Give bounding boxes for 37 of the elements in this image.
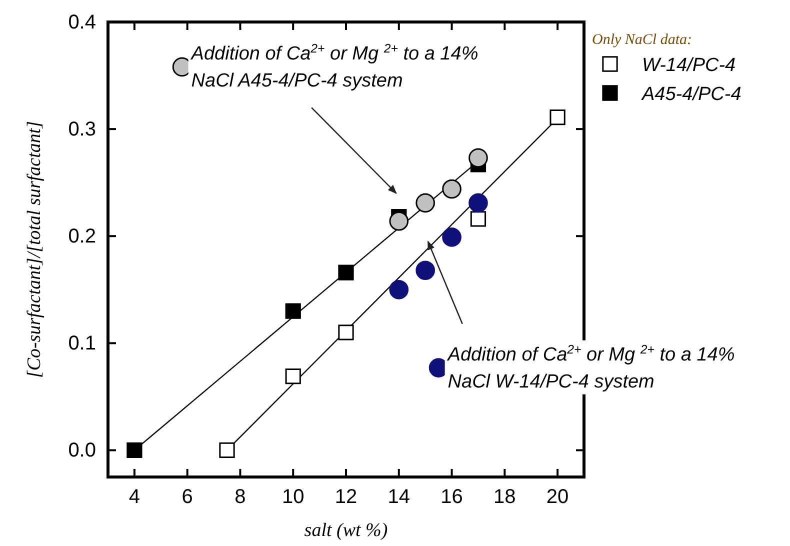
y-axis-title: [Co-surfactant]/[total surfactant]: [24, 120, 45, 378]
x-axis-title: salt (wt %): [304, 520, 388, 541]
point: [389, 280, 409, 300]
point: [389, 211, 409, 231]
point: [416, 260, 436, 280]
y-tick-label: 0.3: [68, 118, 96, 140]
y-tick-label: 0.1: [68, 332, 96, 355]
point: [468, 193, 488, 213]
legend-label: Addition of Ca$^{2+}$ or Mg $^{2+}$ to a 14% NaCl A45-4/PC-4 system: [190, 41, 478, 92]
point: [416, 193, 436, 213]
point: [470, 211, 486, 227]
x-tick-label: 20: [546, 486, 569, 508]
point: [550, 109, 566, 126]
legend-label: Addition of Ca$^{2+}$ or Mg $^{2+}$ to a 14% NaCl W-14/PC-4 system: [446, 342, 735, 392]
point: [285, 368, 301, 384]
x-tick-label: 12: [334, 486, 358, 508]
point: [338, 264, 354, 280]
x-tick-label: 18: [494, 486, 516, 508]
x-tick-label: 10: [282, 486, 304, 508]
x-tick-label: 6: [182, 486, 193, 508]
x-tick-label: 8: [234, 486, 246, 508]
point: [126, 442, 142, 458]
legend-title: Only NaCl data:: [592, 32, 692, 48]
legend-label: A45-4/PC-4: [641, 84, 742, 105]
point: [338, 324, 354, 340]
y-tick-label: 0.2: [68, 226, 96, 248]
x-tick-label: 4: [128, 486, 140, 508]
x-tick-label: 16: [440, 486, 463, 508]
point: [442, 179, 462, 199]
point: [468, 148, 488, 168]
point: [442, 228, 462, 247]
point: [219, 442, 235, 458]
y-tick-label: 0.4: [68, 11, 96, 34]
legend-label: W-14/PC-4: [642, 55, 736, 76]
x-tick-label: 14: [388, 486, 410, 508]
y-tick-label: 0.0: [68, 440, 96, 462]
point: [285, 303, 301, 319]
